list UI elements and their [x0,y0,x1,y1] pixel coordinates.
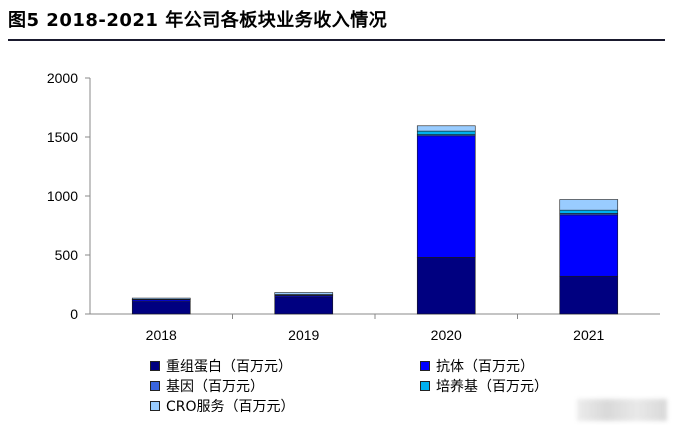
legend-swatch [150,361,160,371]
legend-label: CRO服务（百万元） [166,399,295,415]
watermark-blur [577,399,667,421]
y-tick-label: 2000 [47,70,78,86]
x-tick-label: 2019 [288,327,319,343]
title-divider [8,39,665,41]
y-tick-label: 0 [70,306,78,322]
bar-segment-2021-s4 [559,199,619,211]
legend-item-3: 培养基（百万元） [420,376,548,396]
chart-title: 图5 2018-2021 年公司各板块业务收入情况 [8,10,388,31]
legend-label: 培养基（百万元） [436,379,548,395]
legend-swatch [420,381,430,391]
legend-item-2: 基因（百万元） [150,376,264,396]
bar-segment-2020-s4 [416,125,476,132]
y-tick-label: 500 [55,247,79,263]
legend-item-4: CRO服务（百万元） [150,396,295,416]
x-tick-label: 2021 [573,327,604,343]
bars [131,125,619,315]
bar-segment-2021-s1 [559,214,619,277]
bar-segment-2020-s3 [416,130,476,135]
bar-segment-2021-s0 [559,275,619,315]
axes: 0 500 1000 1500 2000 2018 2019 2020 2021 [47,70,660,343]
y-tick-label: 1500 [47,129,78,145]
bar-segment-2019-s4 [274,292,334,295]
bar-segment-2019-s0 [274,296,334,315]
bar-segment-2018-s4 [131,297,191,300]
bar-segment-2020-s0 [416,257,476,315]
legend-label: 抗体（百万元） [436,359,534,375]
legend-swatch [420,361,430,371]
bar-segment-2018-s0 [131,301,191,315]
legend-label: 重组蛋白（百万元） [166,359,292,375]
x-tick-label: 2018 [146,327,177,343]
legend-label: 基因（百万元） [166,379,264,395]
bar-segment-2020-s1 [416,135,476,258]
x-tick-label: 2020 [431,327,462,343]
bar-segment-2021-s3 [559,209,619,214]
legend-item-1: 抗体（百万元） [420,356,534,376]
y-tick-label: 1000 [47,188,78,204]
legend-item-0: 重组蛋白（百万元） [150,356,292,376]
legend-swatch [150,401,160,411]
legend-swatch [150,381,160,391]
